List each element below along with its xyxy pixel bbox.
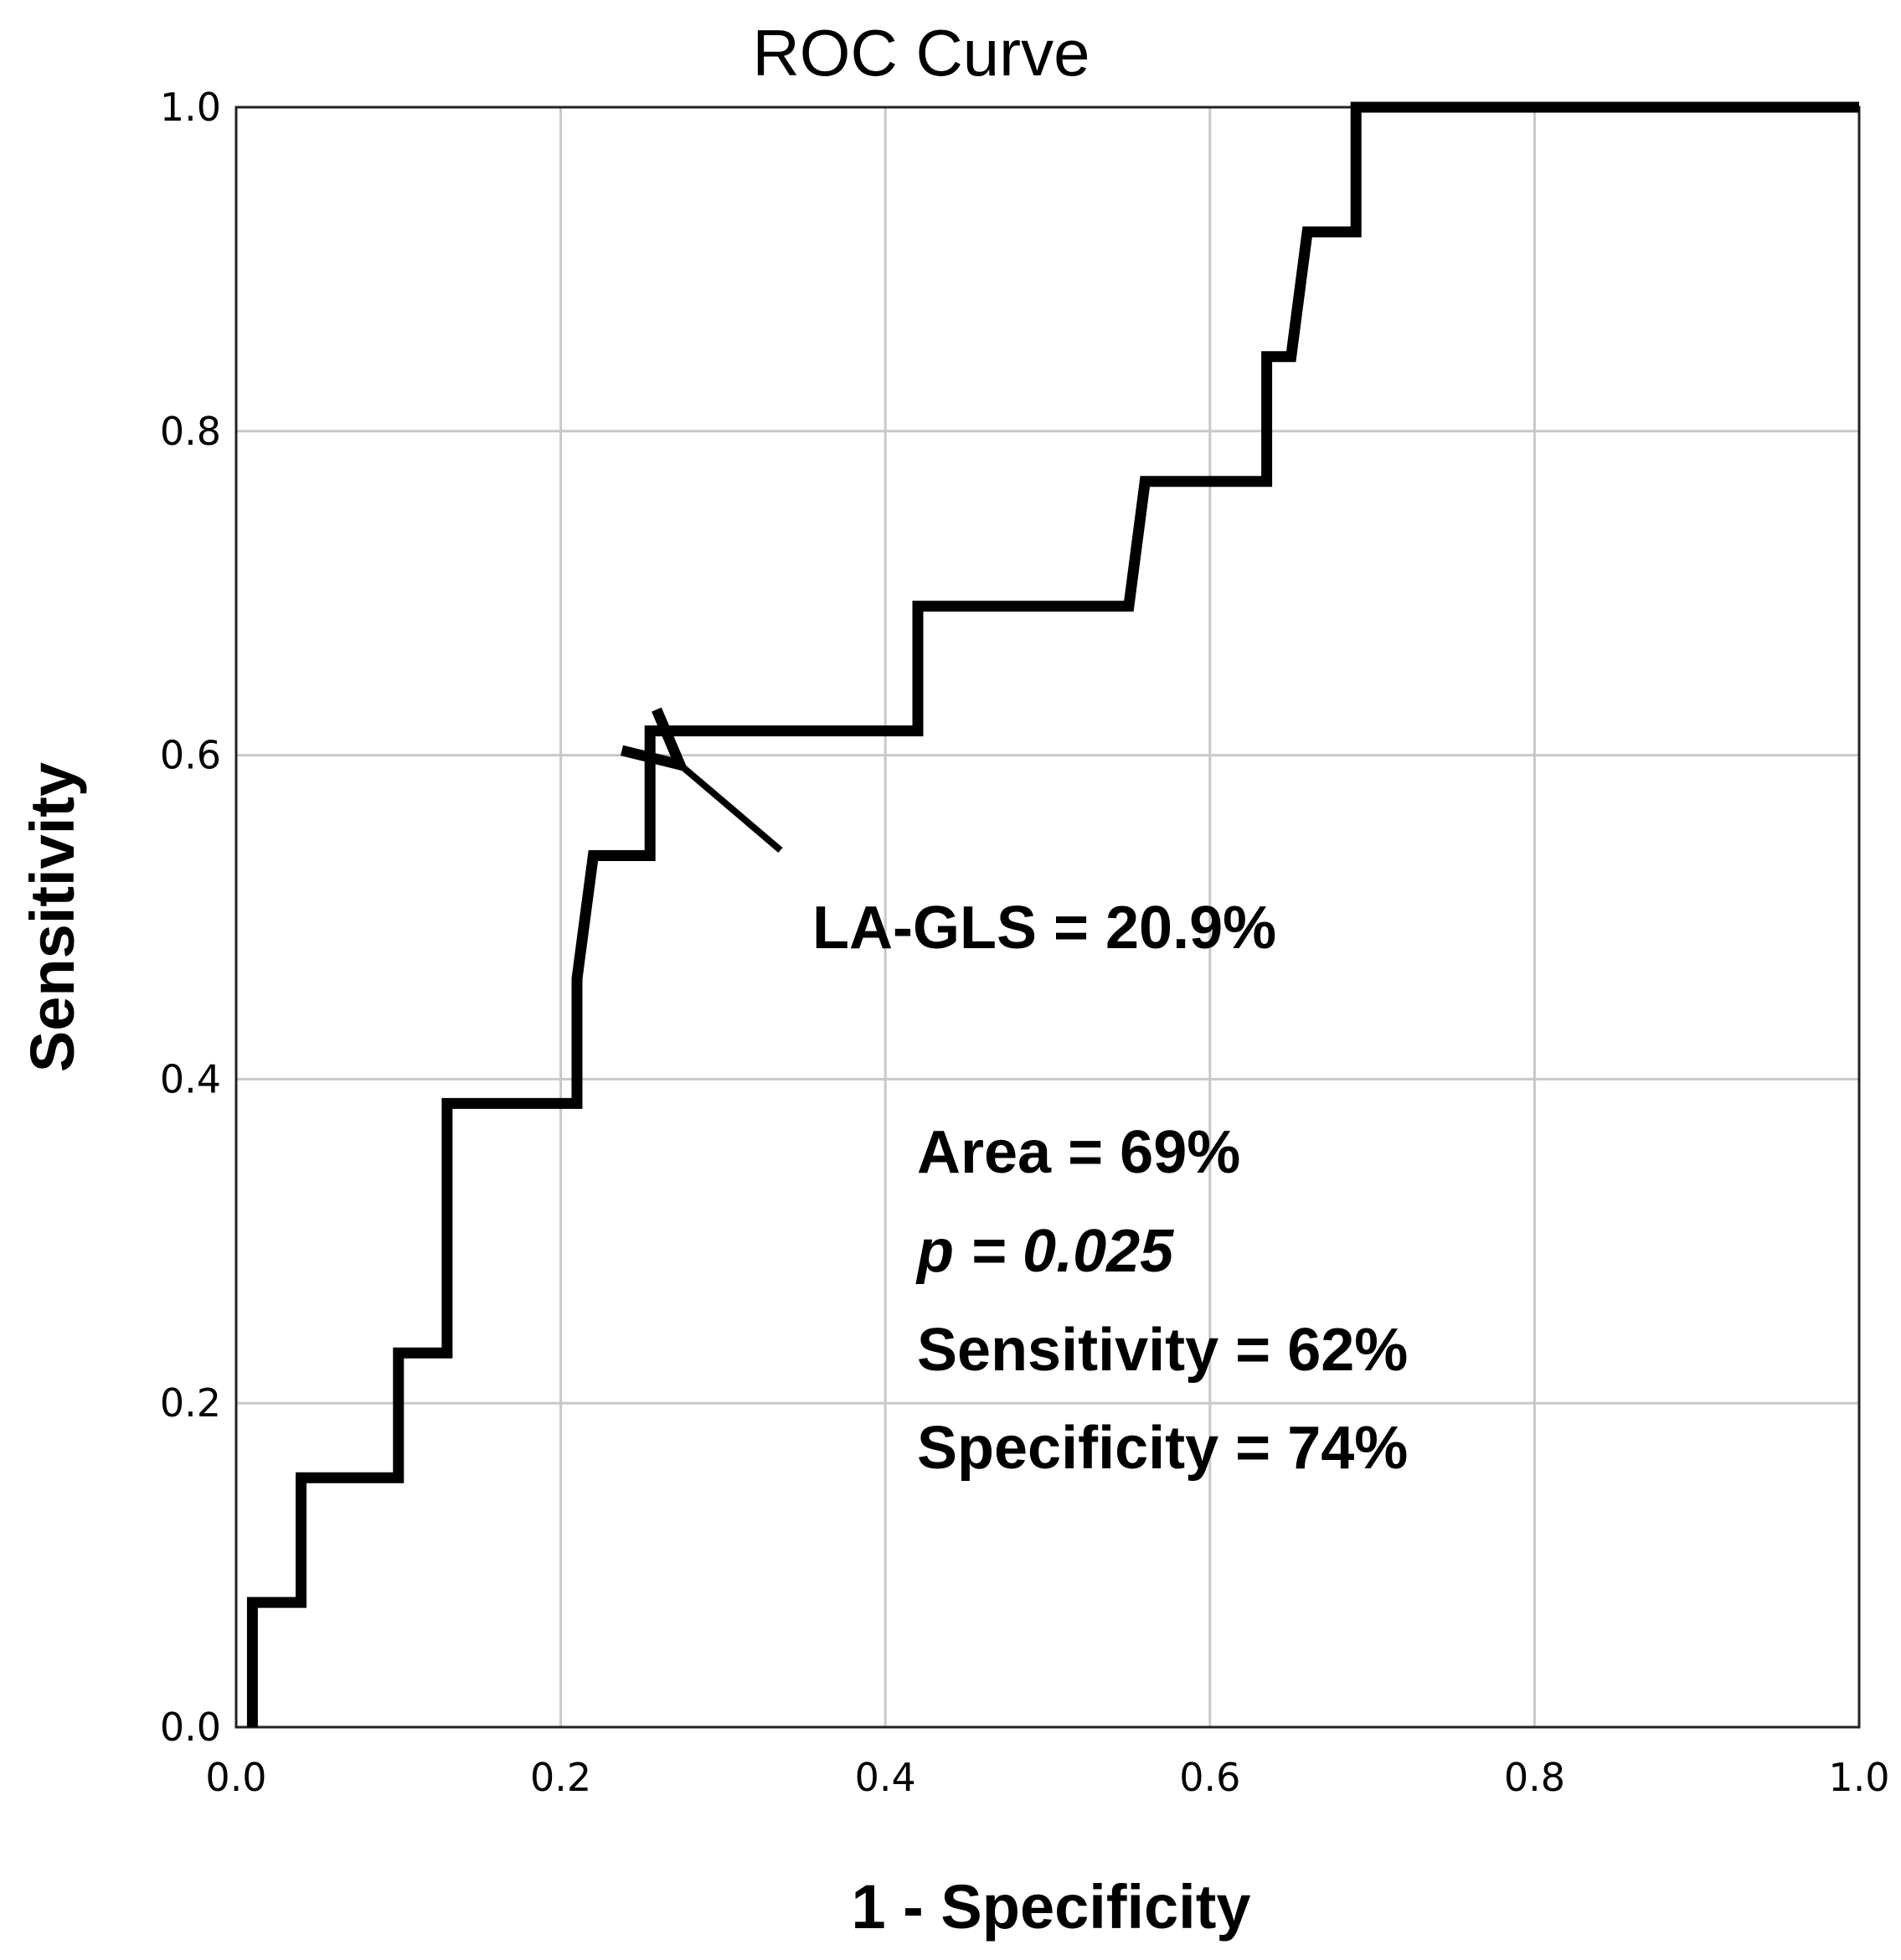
annotation-arrow [680, 765, 783, 854]
y-tick-label: 0.4 [160, 1056, 221, 1101]
annotation-p-value: p = 0.025 [915, 1218, 1174, 1285]
x-axis-label: 1 - Specificity [851, 1872, 1250, 1942]
y-tick-label: 0.8 [160, 409, 221, 454]
y-axis-ticks: 0.0 0.2 0.4 0.6 0.8 1.0 [160, 85, 221, 1750]
roc-curve-line [246, 101, 1859, 1727]
x-tick-label: 0.2 [530, 1755, 591, 1800]
x-tick-label: 0.8 [1504, 1755, 1565, 1800]
y-tick-label: 0.6 [160, 733, 221, 778]
annotation-area: Area = 69% [917, 1119, 1240, 1186]
x-tick-label: 0.0 [205, 1755, 266, 1800]
x-tick-label: 0.4 [855, 1755, 916, 1800]
annotation-sensitivity: Sensitivity = 62% [917, 1317, 1408, 1384]
annotation-la-gls: LA-GLS = 20.9% [812, 895, 1276, 962]
y-axis-label: Sensitivity [18, 762, 87, 1072]
annotation-specificity: Specificity = 74% [917, 1415, 1408, 1482]
x-tick-label: 1.0 [1828, 1755, 1889, 1800]
y-tick-label: 1.0 [160, 85, 221, 130]
chart-title: ROC Curve [752, 16, 1090, 90]
plot-frame [234, 106, 1861, 1729]
x-tick-label: 0.6 [1179, 1755, 1240, 1800]
y-tick-label: 0.0 [160, 1705, 221, 1750]
y-tick-label: 0.2 [160, 1380, 221, 1426]
x-axis-ticks: 0.0 0.2 0.4 0.6 0.8 1.0 [205, 1755, 1889, 1800]
